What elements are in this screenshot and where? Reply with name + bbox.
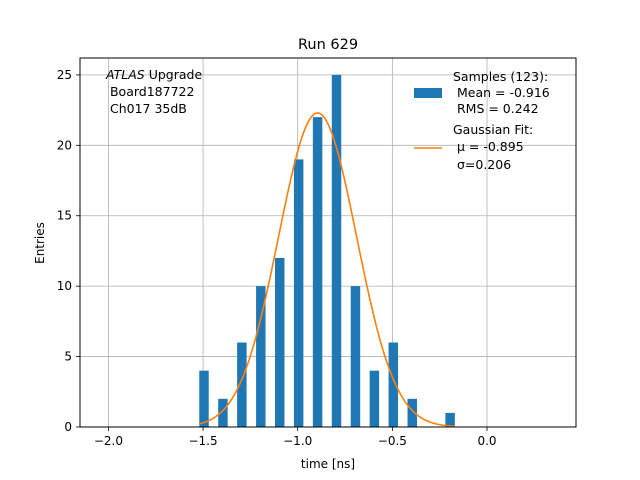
x-tick-label: −2.0 (94, 434, 123, 448)
histogram-bar (445, 412, 455, 427)
histogram-bar (331, 74, 342, 428)
histogram-bar (199, 370, 209, 427)
x-tick-label: 0.0 (477, 434, 496, 448)
y-tick-label: 20 (57, 138, 72, 152)
plot-frame (79, 57, 577, 428)
histogram-bar (274, 257, 285, 427)
x-axis-ticks: −2.0 −1.5 −1.0 −0.5 0.0 (94, 427, 497, 448)
legend-samples-swatch (414, 88, 442, 98)
upgrade-label: Upgrade (145, 67, 203, 82)
y-axis-ticks: 0 5 10 15 20 25 (57, 68, 80, 434)
histogram-bar (237, 342, 247, 427)
gaussian-fit-curve (199, 112, 455, 428)
legend-fit-label: Gaussian Fit: (453, 122, 533, 137)
histogram-bar (350, 286, 361, 427)
atlas-label: ATLAS (105, 67, 145, 82)
histogram-bar (293, 159, 304, 427)
histogram-bar (407, 398, 417, 427)
y-tick-label: 25 (57, 68, 72, 82)
svg-text:ATLAS Upgrade: ATLAS Upgrade (105, 67, 202, 82)
channel-label: Ch017 35dB (106, 101, 187, 116)
histogram-bar (218, 398, 228, 427)
legend-samples-rms: RMS = 0.242 (453, 101, 539, 116)
y-tick-label: 0 (64, 420, 72, 434)
chart-title: Run 629 (298, 37, 358, 53)
y-axis-label: Entries (33, 222, 47, 264)
board-label: Board187722 (106, 84, 194, 99)
histogram-bar (256, 286, 266, 427)
histogram-bar (312, 117, 323, 427)
y-tick-label: 10 (57, 279, 72, 293)
legend-fit-mu: μ = -0.895 (453, 139, 524, 154)
legend-samples-label: Samples (123): (453, 69, 548, 84)
x-tick-label: −1.0 (283, 434, 312, 448)
x-axis-label: time [ns] (301, 457, 355, 471)
histogram-bars (199, 74, 455, 428)
legend-fit-sigma: σ=0.206 (453, 157, 511, 172)
y-tick-label: 5 (64, 350, 72, 364)
y-tick-label: 15 (57, 209, 72, 223)
histogram-bar (388, 342, 399, 427)
x-tick-label: −0.5 (378, 434, 407, 448)
x-tick-label: −1.5 (188, 434, 217, 448)
legend-samples-mean: Mean = -0.916 (453, 85, 550, 100)
atlas-annotation: ATLAS Upgrade Board187722 Ch017 35dB (105, 67, 202, 116)
histogram-bar (369, 370, 380, 427)
legend: Samples (123): Mean = -0.916 RMS = 0.242… (414, 69, 550, 172)
